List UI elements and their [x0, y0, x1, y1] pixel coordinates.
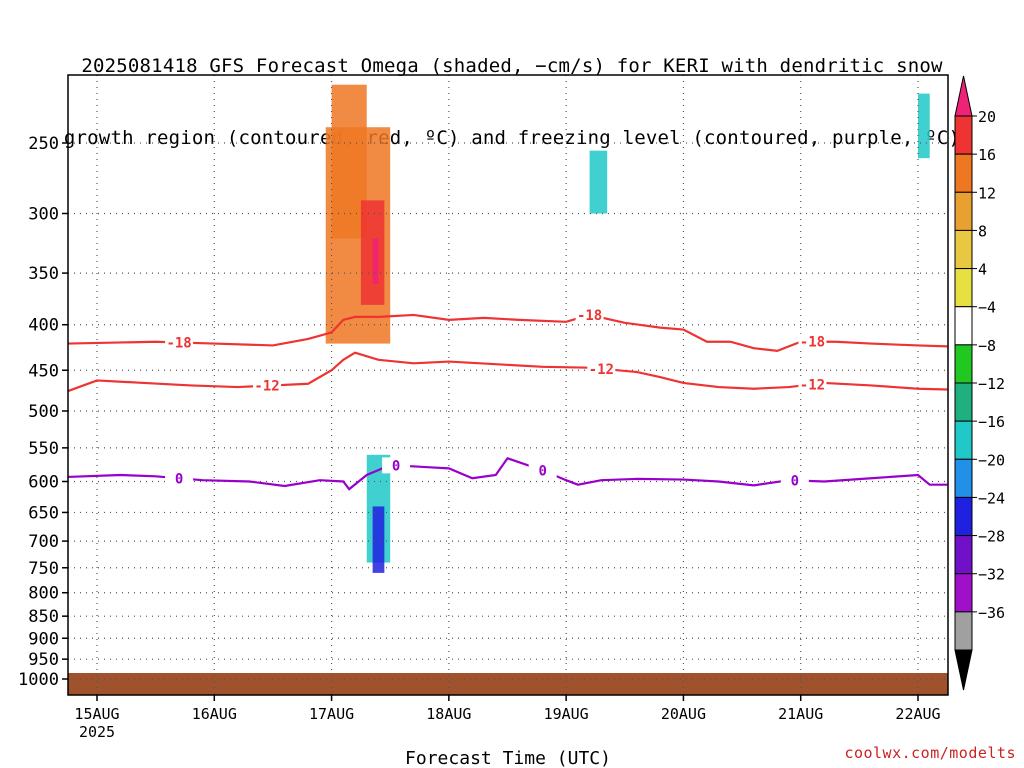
x-tick-label: 17AUG [309, 705, 354, 723]
grid [68, 75, 948, 695]
contour--18 [67, 313, 948, 353]
y-tick-label: 500 [28, 402, 59, 422]
contour-label-bg [253, 377, 282, 394]
colorbar-swatch [954, 420, 973, 460]
y-tick-label: 800 [28, 584, 59, 604]
colorbar-swatch [954, 382, 973, 422]
x-tick-label: 16AUG [192, 705, 237, 723]
colorbar-label: 20 [978, 108, 996, 126]
x-tick-label: 15AUG [74, 705, 119, 723]
contour-label-bg [165, 470, 194, 487]
contour-label: -18 [800, 335, 825, 351]
x-tick-label: 18AUG [426, 705, 471, 723]
x-tick-label: 21AUG [778, 705, 823, 723]
omega-cell [372, 506, 385, 573]
contour-label: -18 [166, 335, 191, 351]
colorbar-label: −8 [978, 337, 996, 355]
contour-label: 0 [392, 458, 400, 474]
x-axis-title: Forecast Time (UTC) [405, 748, 611, 768]
y-tick-label: 550 [28, 439, 59, 459]
contour-label: 0 [175, 471, 183, 487]
colorbar-label: −32 [978, 566, 1005, 584]
contour-label-bg [798, 376, 827, 393]
colorbar-swatch [954, 191, 973, 231]
y-tick-label: 600 [28, 472, 59, 492]
title-line-1: 2025081418 GFS Forecast Omega (shaded, −… [81, 55, 943, 77]
contour-label-bg [575, 306, 604, 323]
ground-surface [68, 673, 948, 695]
y-tick-label: 900 [28, 629, 59, 649]
colorbar-bottom-arrow [954, 649, 973, 691]
colorbar-label: −24 [978, 489, 1005, 507]
colorbar-swatch [954, 496, 973, 537]
y-axis: 2503003504004505005506006507007508008509… [18, 134, 68, 690]
contour-label-bg [528, 462, 557, 479]
y-tick-label: 450 [28, 361, 59, 381]
colorbar-swatch [954, 153, 973, 193]
y-tick-label: 300 [28, 204, 59, 224]
colorbar-label: 8 [978, 222, 987, 240]
y-tick-label: 750 [28, 559, 59, 579]
y-tick-label: 700 [28, 532, 59, 552]
y-tick-label: 400 [28, 316, 59, 336]
x-tick-sublabel: 2025 [79, 723, 115, 741]
colorbar-label: 4 [978, 261, 987, 279]
colorbar-label: 16 [978, 146, 996, 164]
colorbar-swatch [954, 611, 973, 651]
colorbar-swatch [954, 573, 973, 613]
credit-text[interactable]: coolwx.com/modelts [844, 744, 1016, 762]
contour-label: -12 [254, 379, 279, 395]
colorbar-top-arrow [954, 75, 973, 117]
colorbar-label: −28 [978, 528, 1005, 546]
y-tick-label: 1000 [18, 670, 59, 690]
x-tick-label: 22AUG [895, 705, 940, 723]
y-tick-label: 650 [28, 503, 59, 523]
contour-label-bg [587, 360, 616, 377]
x-tick-label: 19AUG [544, 705, 589, 723]
omega-shading [325, 84, 930, 573]
contour-label-bg [780, 472, 809, 489]
contour--12 [67, 351, 948, 393]
y-tick-label: 950 [28, 650, 59, 670]
omega-cell [918, 93, 930, 159]
contour-label-bg [382, 457, 411, 474]
colorbar-label: −16 [978, 413, 1005, 431]
contour-label: -12 [589, 362, 614, 378]
colorbar-swatch [954, 306, 973, 346]
colorbar-label: −36 [978, 604, 1005, 622]
contour-0 [67, 456, 948, 491]
contour-label: -12 [800, 377, 825, 393]
contour-label: -18 [577, 308, 602, 324]
colorbar-swatch [954, 115, 973, 155]
colorbar-swatch [954, 344, 973, 384]
omega-cell [372, 238, 379, 284]
colorbar: 20 16 12 8 4 −4 −8 −12 −16 −20 −24 −28 −32 −36 [954, 75, 1005, 691]
colorbar-swatch [954, 535, 973, 575]
y-tick-label: 350 [28, 264, 59, 284]
plot-border [67, 74, 949, 696]
colorbar-label: −20 [978, 451, 1005, 469]
y-tick-label: 250 [28, 134, 59, 154]
colorbar-swatch [954, 268, 973, 308]
x-tick-label: 20AUG [661, 705, 706, 723]
colorbar-label: −12 [978, 375, 1005, 393]
contour-label: 0 [791, 473, 799, 489]
y-tick-label: 850 [28, 607, 59, 627]
contour-label-bg [165, 334, 194, 351]
contour-label: 0 [538, 463, 546, 479]
contour-label-bg [798, 333, 827, 350]
colorbar-label: 12 [978, 184, 996, 202]
colorbar-swatch [954, 229, 973, 270]
colorbar-label: −4 [978, 299, 996, 317]
colorbar-swatch [954, 458, 973, 498]
omega-cell [589, 150, 608, 214]
